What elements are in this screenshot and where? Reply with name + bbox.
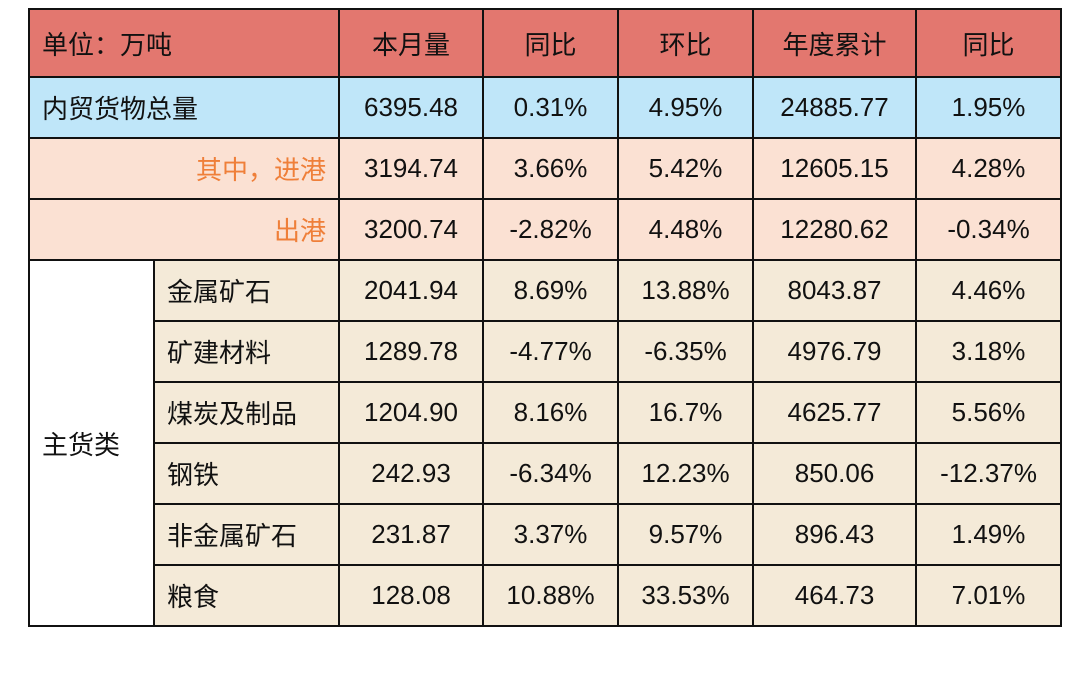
row-label: 非金属矿石 xyxy=(152,503,341,566)
value-cell: 231.87 xyxy=(338,503,485,566)
value-cell: 4625.77 xyxy=(752,381,918,444)
value-cell: 3.18% xyxy=(915,320,1063,383)
row-label: 金属矿石 xyxy=(152,259,341,322)
header-cell: 本月量 xyxy=(338,8,485,78)
header-cell: 环比 xyxy=(617,8,755,78)
value-cell: 1204.90 xyxy=(338,381,485,444)
table-row: 煤炭及制品 1204.90 8.16% 16.7% 4625.77 5.56% xyxy=(29,381,1063,444)
header-cell: 年度累计 xyxy=(752,8,918,78)
value-cell: 16.7% xyxy=(617,381,755,444)
row-label: 矿建材料 xyxy=(152,320,341,383)
table-row: 单位：万吨 本月量 同比 环比 年度累计 同比 xyxy=(27,8,1063,78)
value-cell: -4.77% xyxy=(482,320,620,383)
value-cell: 12605.15 xyxy=(752,137,918,200)
data-table: 单位：万吨 本月量 同比 环比 年度累计 同比 内贸货物总量 6395.48 0.31% 4.95… xyxy=(27,8,1063,627)
value-cell: 4.95% xyxy=(617,76,755,139)
row-label: 钢铁 xyxy=(152,442,341,505)
table-row: 钢铁 242.93 -6.34% 12.23% 850.06 -12.37% xyxy=(29,442,1063,505)
value-cell: 12.23% xyxy=(617,442,755,505)
value-cell: 464.73 xyxy=(752,564,918,627)
table-row: 出港 3200.74 -2.82% 4.48% 12280.62 -0.34% xyxy=(27,198,1063,261)
value-cell: 8043.87 xyxy=(752,259,918,322)
row-label: 煤炭及制品 xyxy=(152,381,341,444)
value-cell: 1289.78 xyxy=(338,320,485,383)
value-cell: 9.57% xyxy=(617,503,755,566)
table-row: 矿建材料 1289.78 -4.77% -6.35% 4976.79 3.18% xyxy=(29,320,1063,383)
value-cell: -12.37% xyxy=(915,442,1063,505)
value-cell: 3194.74 xyxy=(338,137,485,200)
row-label: 出港 xyxy=(27,198,341,261)
table-row: 其中，进港 3194.74 3.66% 5.42% 12605.15 4.28% xyxy=(27,137,1063,200)
value-cell: 5.56% xyxy=(915,381,1063,444)
value-cell: 896.43 xyxy=(752,503,918,566)
value-cell: 24885.77 xyxy=(752,76,918,139)
value-cell: -6.34% xyxy=(482,442,620,505)
table-row: 粮食 128.08 10.88% 33.53% 464.73 7.01% xyxy=(29,564,1063,627)
value-cell: 3.66% xyxy=(482,137,620,200)
value-cell: 6395.48 xyxy=(338,76,485,139)
value-cell: 4.28% xyxy=(915,137,1063,200)
value-cell: -2.82% xyxy=(482,198,620,261)
value-cell: 242.93 xyxy=(338,442,485,505)
value-cell: 4.48% xyxy=(617,198,755,261)
value-cell: 13.88% xyxy=(617,259,755,322)
value-cell: 128.08 xyxy=(338,564,485,627)
table-row: 内贸货物总量 6395.48 0.31% 4.95% 24885.77 1.95% xyxy=(27,76,1063,139)
table-body: 单位：万吨 本月量 同比 环比 年度累计 同比 内贸货物总量 6395.48 0.31% 4.95… xyxy=(27,8,1063,627)
value-cell: 2041.94 xyxy=(338,259,485,322)
value-cell: 12280.62 xyxy=(752,198,918,261)
value-cell: 5.42% xyxy=(617,137,755,200)
value-cell: 33.53% xyxy=(617,564,755,627)
value-cell: 8.16% xyxy=(482,381,620,444)
value-cell: 3.37% xyxy=(482,503,620,566)
table-row: 非金属矿石 231.87 3.37% 9.57% 896.43 1.49% xyxy=(29,503,1063,566)
value-cell: 4.46% xyxy=(915,259,1063,322)
row-label: 粮食 xyxy=(152,564,341,627)
value-cell: 4976.79 xyxy=(752,320,918,383)
row-label: 其中，进港 xyxy=(27,137,341,200)
value-cell: 0.31% xyxy=(482,76,620,139)
group-label: 主货类 xyxy=(28,259,155,627)
value-cell: 7.01% xyxy=(915,564,1063,627)
table-row: 主货类 金属矿石 2041.94 8.69% 13.88% 8043.87 4.46% xyxy=(28,259,1063,627)
row-label: 内贸货物总量 xyxy=(27,76,341,139)
value-cell: 10.88% xyxy=(482,564,620,627)
value-cell: 3200.74 xyxy=(338,198,485,261)
value-cell: 8.69% xyxy=(482,259,620,322)
value-cell: -0.34% xyxy=(915,198,1063,261)
header-cell: 同比 xyxy=(915,8,1063,78)
header-cell: 单位：万吨 xyxy=(27,8,341,78)
value-cell: 850.06 xyxy=(752,442,918,505)
value-cell: 1.95% xyxy=(915,76,1063,139)
value-cell: 1.49% xyxy=(915,503,1063,566)
header-cell: 同比 xyxy=(482,8,620,78)
value-cell: -6.35% xyxy=(617,320,755,383)
